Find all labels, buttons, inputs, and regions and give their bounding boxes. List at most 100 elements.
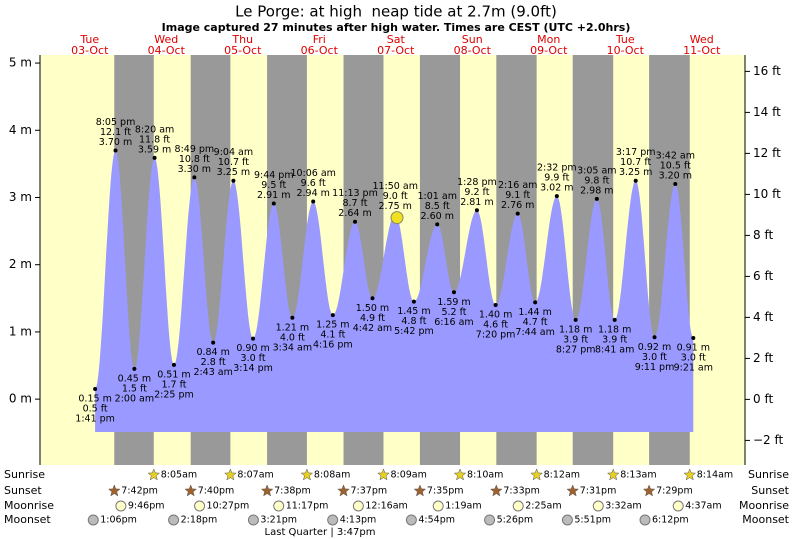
point-label: 10.7 ft [218, 157, 249, 168]
point-label: 0.92 m [638, 342, 671, 353]
point-label: 8:20 am [135, 124, 174, 135]
point-label: 1.21 m [276, 322, 309, 333]
point-label: 10:06 am [290, 168, 335, 179]
tide-point [113, 148, 118, 153]
row-time: 7:33pm [503, 486, 540, 497]
tide-point [211, 340, 216, 345]
point-label: 0.5 ft [83, 404, 108, 415]
row-time: 3:32am [605, 501, 641, 512]
tide-area [95, 150, 694, 432]
point-label: 1.40 m [479, 310, 512, 321]
sunrise-icon [300, 468, 314, 481]
point-label: 4.8 ft [401, 316, 426, 327]
row-time: 1:19am [445, 501, 481, 512]
point-label: 3:42 am [656, 151, 695, 162]
y2-tick-label: 2 ft [753, 351, 773, 365]
y-tick-label: 4 m [9, 123, 32, 137]
point-label: 1.5 ft [122, 383, 147, 394]
point-label: 2.98 m [580, 185, 613, 196]
point-label: 1.45 m [397, 306, 430, 317]
sunrise-icon [530, 468, 543, 481]
point-label: 3:05 am [577, 165, 616, 176]
day-date: 06-Oct [301, 44, 339, 57]
tide-point [171, 362, 176, 367]
point-label: 3.20 m [659, 171, 692, 182]
point-label: 4.1 ft [320, 330, 345, 341]
y-tick-label: 3 m [9, 190, 32, 204]
row-time: 8:14am [697, 470, 733, 481]
row-time: 3:21pm [260, 515, 297, 526]
day-name: Mon [537, 33, 560, 46]
point-label: 3.0 ft [642, 352, 667, 363]
sunset-icon [184, 484, 198, 497]
point-label: 1:28 pm [457, 177, 497, 188]
moonrise-icon [273, 500, 285, 512]
sunrise-icon [683, 468, 697, 481]
point-label: 9:04 am [214, 147, 253, 158]
tide-point [411, 299, 416, 304]
point-label: 5.2 ft [441, 307, 466, 318]
point-label: 8.5 ft [425, 201, 450, 212]
row-time: 7:40pm [198, 486, 235, 497]
point-label: 4:42 am [353, 323, 392, 334]
day-name: Sun [462, 33, 483, 46]
row-time: 2:25am [525, 501, 561, 512]
point-label: 2.75 m [379, 201, 412, 212]
row-time: 8:09am [390, 470, 426, 481]
row-time: 7:37pm [351, 486, 388, 497]
row-time: 12:16am [365, 501, 407, 512]
moonset-icon [87, 514, 99, 526]
row-time: 7:42pm [121, 486, 158, 497]
tide-point [132, 366, 137, 371]
point-label: 0.15 m [78, 394, 111, 405]
day-date: 04-Oct [148, 44, 186, 57]
point-label: 8:05 pm [96, 117, 136, 128]
row-time: 4:13pm [340, 515, 377, 526]
moonset-icon [561, 514, 573, 526]
moonset-icon [405, 514, 417, 526]
point-label: 0.51 m [157, 369, 190, 380]
tide-point [533, 300, 538, 305]
point-label: 0.84 m [196, 347, 229, 358]
point-label: 9.8 ft [584, 175, 609, 186]
y-tick-label: 2 m [9, 257, 32, 271]
point-label: 10.8 ft [179, 154, 210, 165]
tide-point [691, 335, 696, 340]
day-date: 08-Oct [454, 44, 492, 57]
point-label: 4.6 ft [483, 320, 508, 331]
point-label: 2.60 m [421, 211, 454, 222]
point-label: 3.59 m [138, 144, 171, 155]
tide-point [93, 387, 98, 392]
point-label: 1.59 m [437, 297, 470, 308]
row-label: Sunset [4, 484, 42, 497]
y2-tick-label: 16 ft [753, 64, 781, 78]
point-label: 3.02 m [540, 183, 573, 194]
tide-point [231, 178, 236, 183]
sunset-icon [642, 484, 656, 497]
tide-point [515, 211, 520, 216]
day-date: 11-Oct [683, 44, 721, 57]
y2-tick-label: 0 ft [753, 392, 773, 406]
row-time: 11:17pm [286, 501, 329, 512]
moonset-icon [168, 514, 180, 526]
row-time: 6:12pm [652, 515, 689, 526]
row-time: 8:07am [237, 470, 273, 481]
point-label: 9.0 ft [383, 191, 408, 202]
point-label: 3.9 ft [563, 334, 588, 345]
point-label: 11:13 pm [332, 188, 378, 199]
point-label: 5:42 pm [394, 326, 434, 337]
point-label: 3.25 m [217, 167, 250, 178]
point-label: 2:32 pm [537, 163, 577, 174]
row-label: Sunrise [748, 468, 789, 481]
tide-point [633, 178, 638, 183]
point-label: 3.0 ft [681, 352, 706, 363]
row-time: 1:06pm [100, 515, 137, 526]
tide-point [152, 155, 157, 160]
point-label: 8.7 ft [342, 198, 367, 209]
tide-point [435, 222, 440, 227]
tide-point [330, 313, 335, 318]
sunset-icon [413, 484, 427, 497]
point-label: 10.7 ft [620, 157, 651, 168]
point-label: 9.9 ft [544, 173, 569, 184]
row-time: 8:08am [314, 470, 350, 481]
